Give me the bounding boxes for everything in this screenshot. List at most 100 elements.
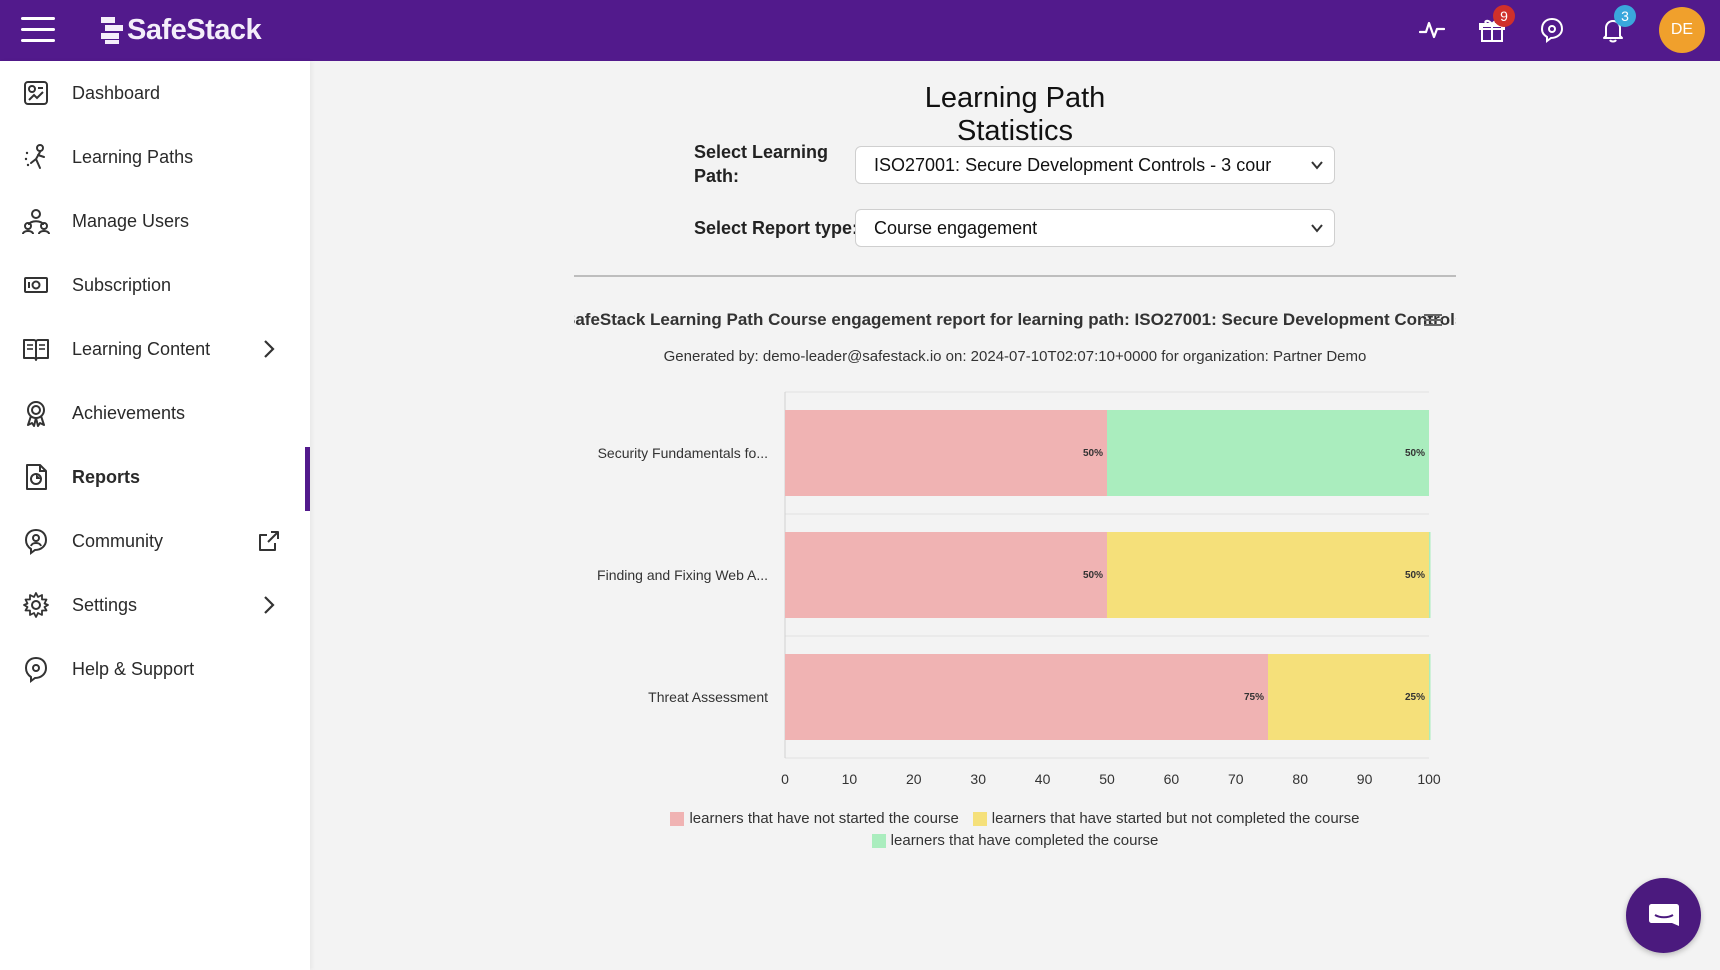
x-tick-label: 90: [1357, 771, 1373, 787]
legend-label: learners that have not started the cours…: [689, 810, 959, 827]
divider: [574, 275, 1456, 277]
sidebar-item-community[interactable]: Community: [0, 511, 310, 571]
legend-swatch: [972, 811, 987, 826]
gift-icon[interactable]: 9: [1475, 5, 1515, 47]
help-icon: [21, 654, 51, 684]
award-icon: [21, 398, 51, 428]
bar-segment: [785, 654, 1268, 740]
bar-segment: [1429, 532, 1431, 618]
chevron-right-icon: [254, 590, 284, 620]
chat-icon: [1648, 903, 1679, 926]
category-label: Security Fundamentals fo...: [598, 445, 768, 461]
logo[interactable]: SafeStack: [101, 13, 262, 47]
x-tick-label: 0: [781, 771, 789, 787]
x-tick-label: 100: [1417, 771, 1441, 787]
chevron-right-icon: [254, 334, 284, 364]
sidebar-item-label: Learning Paths: [72, 146, 194, 167]
report-title: SafeStack Learning Path Course engagemen…: [574, 310, 1456, 330]
sidebar-item-reports[interactable]: Reports: [0, 447, 310, 511]
learning-path-select[interactable]: ISO27001: Secure Development Controls - …: [855, 146, 1335, 184]
learning-paths-icon: [21, 142, 51, 172]
legend-swatch: [871, 833, 886, 848]
sidebar-item-dashboard[interactable]: Dashboard: [0, 63, 310, 123]
community-icon: [21, 526, 51, 556]
logo-mark-icon: [101, 17, 123, 44]
learning-path-label: Select Learning Path:: [694, 142, 829, 186]
bar-segment: [1107, 532, 1429, 618]
sidebar-item-label: Achievements: [72, 402, 186, 423]
sidebar-item-achievements[interactable]: Achievements: [0, 383, 310, 443]
sidebar-item-label: Learning Content: [72, 338, 211, 359]
activity-icon[interactable]: [1415, 13, 1449, 47]
chart-menu-icon[interactable]: [1422, 311, 1444, 329]
data-label: 50%: [1405, 570, 1425, 581]
avatar[interactable]: DE: [1659, 7, 1705, 53]
x-tick-label: 40: [1035, 771, 1051, 787]
legend-label: learners that have completed the course: [890, 832, 1159, 849]
hamburger-menu-icon[interactable]: [21, 17, 55, 43]
x-tick-label: 30: [970, 771, 986, 787]
sidebar: Dashboard Learning Paths Manage Users Su…: [0, 61, 310, 970]
subscription-icon: [21, 270, 51, 300]
report-type-select[interactable]: Course engagement: [855, 209, 1335, 247]
sidebar-item-label: Settings: [72, 594, 138, 615]
sidebar-item-learning-paths[interactable]: Learning Paths: [0, 127, 310, 187]
data-label: 75%: [1244, 692, 1264, 703]
sidebar-item-label: Dashboard: [72, 82, 161, 103]
dashboard-icon: [21, 78, 51, 108]
sidebar-item-help-support[interactable]: Help & Support: [0, 639, 310, 699]
sidebar-item-label: Community: [72, 530, 164, 551]
book-icon: [21, 334, 51, 364]
bar-segment: [1268, 654, 1429, 740]
chart-legend: learners that have not started the cours…: [574, 810, 1456, 827]
engagement-chart: 50% 50% Security Fundamentals fo... 50% 50% F…: [597, 391, 1441, 787]
chat-button[interactable]: [1626, 878, 1701, 953]
top-bar: SafeStack 9 3 DE: [0, 0, 1720, 61]
legend-item[interactable]: learners that have completed the course: [871, 832, 1159, 849]
x-tick-label: 10: [842, 771, 858, 787]
legend-swatch: [670, 811, 685, 826]
sidebar-item-label: Subscription: [72, 274, 172, 295]
sidebar-item-label: Manage Users: [72, 210, 190, 231]
report-subtitle: Generated by: demo-leader@safestack.io o…: [663, 348, 1367, 365]
sidebar-item-settings[interactable]: Settings: [0, 575, 310, 635]
learning-path-select-value: ISO27001: Secure Development Controls - …: [874, 155, 1272, 175]
x-tick-label: 80: [1292, 771, 1308, 787]
sidebar-item-learning-content[interactable]: Learning Content: [0, 319, 310, 379]
chart-legend-row-2: learners that have completed the course: [574, 832, 1456, 849]
sidebar-item-manage-users[interactable]: Manage Users: [0, 191, 310, 251]
report-icon: [21, 462, 51, 492]
data-label: 50%: [1083, 448, 1103, 459]
report-type-select-value: Course engagement: [874, 218, 1038, 238]
data-label: 25%: [1405, 692, 1425, 703]
data-label: 50%: [1405, 448, 1425, 459]
page-title: Learning Path Statistics: [924, 82, 1106, 147]
bar-segment: [1429, 654, 1431, 740]
external-link-icon: [254, 526, 284, 556]
category-label: Threat Assessment: [648, 689, 768, 705]
users-icon: [21, 206, 51, 236]
sidebar-item-label: Help & Support: [72, 658, 195, 679]
chevron-down-icon: [1311, 161, 1323, 170]
x-tick-label: 20: [906, 771, 922, 787]
x-tick-label: 60: [1164, 771, 1180, 787]
logo-text: SafeStack: [127, 13, 262, 46]
x-tick-label: 50: [1099, 771, 1115, 787]
gear-icon: [21, 590, 51, 620]
report-title-text: SafeStack Learning Path Course engagemen…: [574, 310, 1456, 329]
notifications-badge: 3: [1614, 5, 1636, 27]
category-label: Finding and Fixing Web A...: [597, 567, 768, 583]
bar-segment: [1107, 410, 1429, 496]
bar-segment: [785, 532, 1107, 618]
sidebar-item-subscription[interactable]: Subscription: [0, 255, 310, 315]
bar-segment: [785, 410, 1107, 496]
chevron-down-icon: [1311, 224, 1323, 233]
legend-item[interactable]: learners that have not started the cours…: [670, 810, 959, 827]
legend-label: learners that have started but not compl…: [991, 810, 1360, 827]
help-header-icon[interactable]: [1535, 13, 1569, 47]
bell-icon[interactable]: 3: [1596, 5, 1636, 47]
x-tick-label: 70: [1228, 771, 1244, 787]
data-label: 50%: [1083, 570, 1103, 581]
sidebar-item-label: Reports: [72, 466, 141, 487]
legend-item[interactable]: learners that have started but not compl…: [972, 810, 1360, 827]
